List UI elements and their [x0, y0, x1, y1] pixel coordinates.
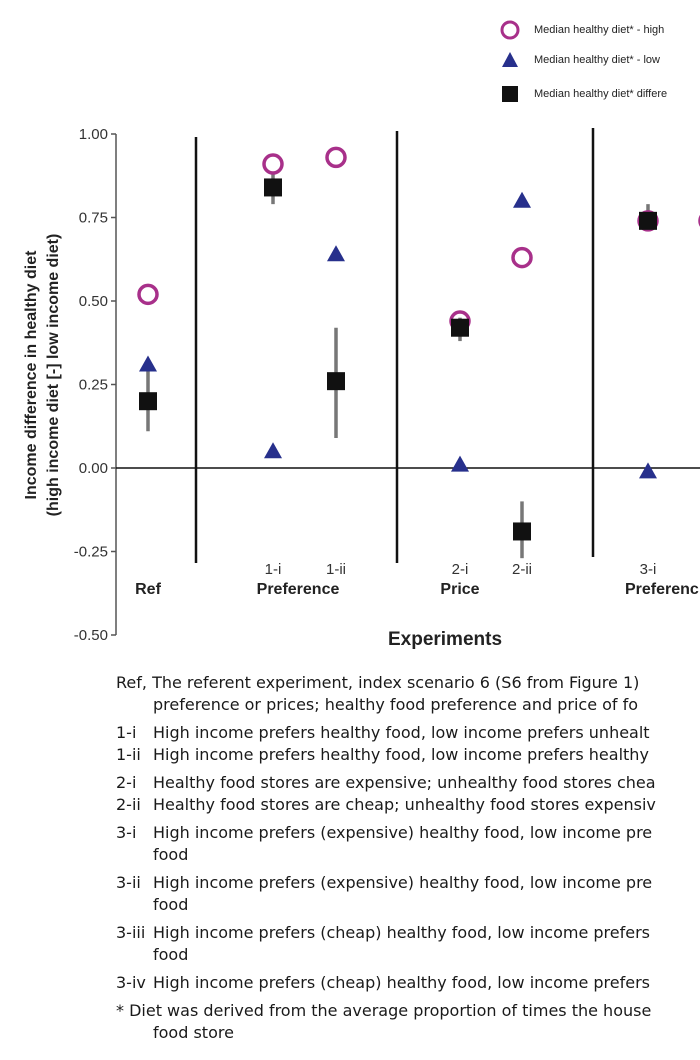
- legend-item-difference: Median healthy diet* differe: [500, 84, 667, 104]
- low-income-point: [639, 462, 657, 479]
- caption-item: 3-i High income prefers (expensive) healt…: [116, 822, 700, 866]
- group-label: Preference: [257, 581, 340, 598]
- caption-text: Healthy food stores are cheap; unhealthy…: [153, 795, 656, 814]
- caption-text: High income prefers healthy food, low in…: [153, 745, 649, 764]
- caption-text-cont: food: [153, 895, 189, 914]
- high-income-point: [137, 283, 159, 306]
- caption-code: 2-ii: [116, 795, 141, 814]
- difference-point: [513, 522, 531, 541]
- difference-point: [639, 211, 657, 230]
- legend-item-high: Median healthy diet* - high: [500, 20, 664, 40]
- caption-text: High income prefers (cheap) healthy food…: [153, 923, 651, 942]
- category-label: 1-ii: [326, 561, 346, 578]
- x-axis-label: Experiments: [388, 629, 502, 650]
- figure-caption: Ref, The referent experiment, index scen…: [116, 672, 700, 1044]
- legend-triangle-icon: [500, 50, 520, 70]
- low-income-point: [327, 245, 345, 262]
- caption-item: 1-i High income prefers healthy food, low…: [116, 722, 700, 766]
- legend-item-low: Median healthy diet* - low: [500, 50, 660, 70]
- high-income-point: [511, 246, 533, 269]
- caption-code: 3-i: [116, 823, 137, 842]
- category-label: 3-i: [640, 561, 657, 578]
- low-income-point: [513, 191, 531, 208]
- category-label: 1-i: [265, 561, 282, 578]
- y-tick-label: -0.50: [74, 627, 108, 644]
- caption-code: 3-ii: [116, 873, 141, 892]
- caption-ref-code: Ref,: [116, 673, 147, 692]
- y-tick-label: 0.75: [79, 210, 108, 227]
- caption-text: High income prefers (cheap) healthy food…: [153, 973, 651, 992]
- high-income-point: [325, 146, 347, 169]
- caption-text: High income prefers (expensive) healthy …: [153, 873, 653, 892]
- category-label: 2-i: [452, 561, 469, 578]
- low-income-point: [264, 442, 282, 459]
- low-income-point: [139, 355, 157, 372]
- caption-item: 3-ii High income prefers (expensive) heal…: [116, 872, 700, 916]
- high-income-point: [262, 153, 284, 175]
- caption-note-line2: food store: [153, 1023, 234, 1042]
- difference-point: [264, 178, 282, 197]
- caption-text-cont: food: [153, 845, 189, 864]
- difference-point: [451, 318, 469, 337]
- chart-legend: Median healthy diet* - high Median healt…: [0, 0, 700, 110]
- legend-circle-icon: [500, 20, 520, 40]
- low-income-point: [451, 455, 469, 472]
- group-label: Ref: [135, 581, 161, 598]
- difference-point: [139, 392, 157, 411]
- y-tick-label: -0.25: [74, 544, 108, 561]
- caption-footnote: * Diet was derived from the average prop…: [116, 1000, 700, 1044]
- caption-item: 3-iii High income prefers (cheap) healthy…: [116, 922, 700, 966]
- caption-code: 1-i: [116, 723, 137, 742]
- caption-text: Healthy food stores are expensive; unhea…: [153, 773, 656, 792]
- category-label: 2-ii: [512, 561, 532, 578]
- y-tick-label: 0.25: [79, 377, 108, 394]
- legend-square-icon: [500, 84, 520, 104]
- group-label: Price: [440, 581, 479, 598]
- caption-code: 3-iii: [116, 923, 146, 942]
- y-axis-label-line1: Income difference in healthy diet: [23, 250, 40, 500]
- caption-ref-line2: preference or prices; healthy food prefe…: [153, 695, 639, 714]
- caption-code: 2-i: [116, 773, 137, 792]
- caption-code: 3-iv: [116, 973, 146, 992]
- y-tick-label: 0.50: [79, 293, 108, 310]
- caption-text: High income prefers healthy food, low in…: [153, 723, 650, 742]
- caption-ref-line1: The referent experiment, index scenario …: [152, 673, 640, 692]
- legend-label-high: Median healthy diet* - high: [534, 24, 665, 36]
- y-tick-label: 1.00: [79, 126, 108, 143]
- caption-item: 3-iv High income prefers (cheap) healthy …: [116, 972, 700, 994]
- legend-label-low: Median healthy diet* - low: [534, 54, 660, 66]
- caption-item: 2-i Healthy food stores are expensive; un…: [116, 772, 700, 816]
- caption-code: 1-ii: [116, 745, 141, 764]
- caption-text-cont: food: [153, 945, 189, 964]
- caption-text: High income prefers (expensive) healthy …: [153, 823, 653, 842]
- difference-point: [327, 372, 345, 391]
- legend-label-difference: Median healthy diet* differe: [534, 88, 668, 100]
- caption-ref-entry: Ref, The referent experiment, index scen…: [116, 672, 700, 716]
- y-axis-label-line2: (high income diet [-] low income diet): [45, 234, 62, 517]
- chart-plot: 1.00 0.75 0.50 0.25 0.00 -0.25 -0.50 Income dif…: [23, 126, 700, 650]
- group-label: Preferenc: [625, 581, 699, 598]
- y-tick-label: 0.00: [79, 460, 108, 477]
- caption-note-line1: * Diet was derived from the average prop…: [116, 1001, 652, 1020]
